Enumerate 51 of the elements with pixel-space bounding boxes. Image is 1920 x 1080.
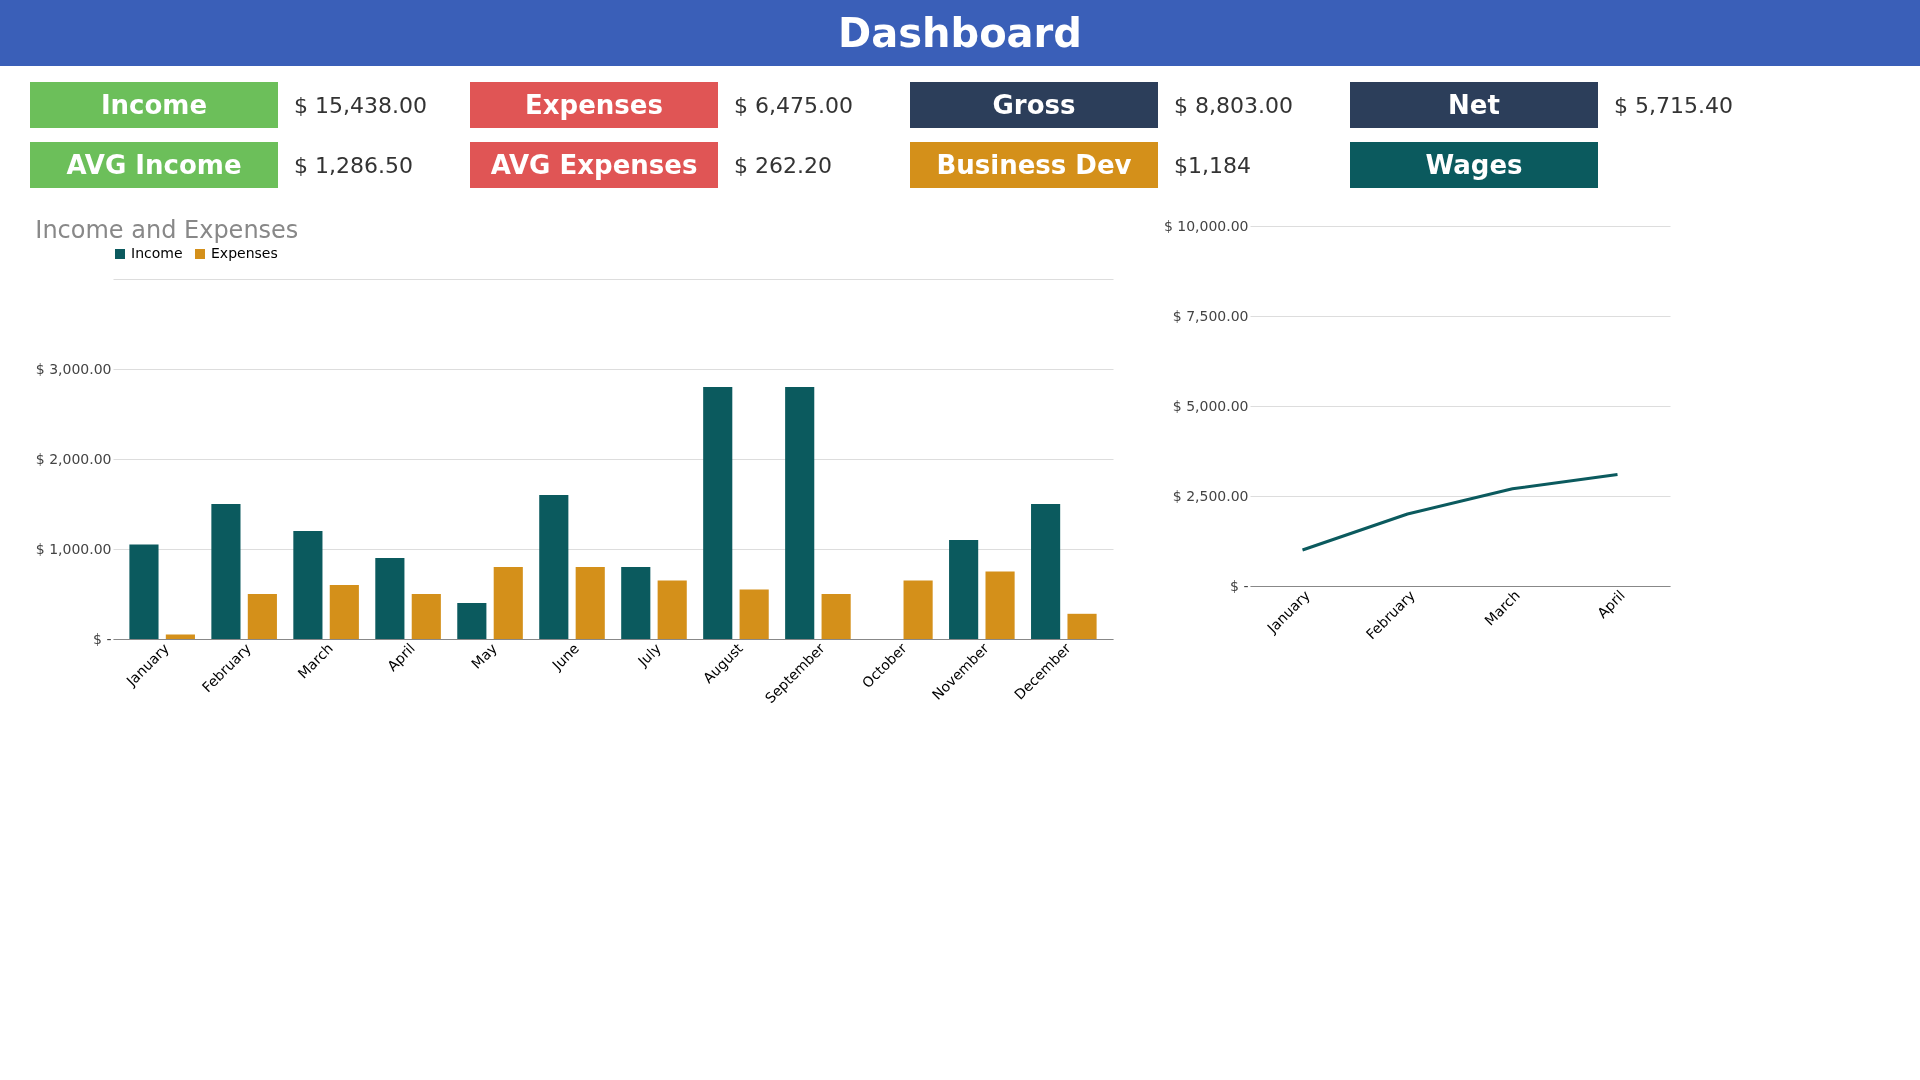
category-label: Wages (1350, 142, 1598, 188)
text: $ 8,803.00 (1174, 92, 1293, 118)
category-label: Business Dev (910, 142, 1158, 188)
bar (821, 594, 851, 639)
bar (129, 544, 159, 639)
bar (575, 567, 605, 639)
y-tick-label: $ 7,500.00 (1172, 307, 1249, 324)
category-label: AVG Income (30, 142, 278, 188)
bar (739, 589, 769, 639)
bar (211, 504, 241, 639)
text: $ 15,438.00 (294, 92, 427, 118)
bar (411, 594, 441, 639)
bar (375, 558, 405, 639)
bar (1067, 613, 1097, 639)
y-tick-label: $ - (1230, 577, 1249, 594)
bar (657, 580, 687, 639)
y-tick-label: $ 1,000.00 (35, 540, 112, 557)
bar (293, 531, 323, 639)
bar (703, 387, 733, 639)
bar (785, 387, 815, 639)
y-tick-label: $ 3,000.00 (35, 360, 112, 377)
bar (539, 495, 569, 639)
legend-label: Income (131, 245, 183, 261)
y-tick-label: $ 10,000.00 (1163, 217, 1249, 234)
bar (329, 585, 359, 639)
category-label: Expenses (470, 82, 718, 128)
category-label: Income (30, 82, 278, 128)
bar (247, 594, 277, 639)
y-tick-label: $ 2,500.00 (1172, 487, 1249, 504)
line-series (1301, 472, 1619, 552)
bar (493, 567, 523, 639)
text: $ 6,475.00 (734, 92, 853, 118)
bar (621, 567, 651, 639)
category-label: AVG Expenses (470, 142, 718, 188)
text: $ 1,286.50 (294, 152, 413, 178)
bar (903, 580, 933, 639)
category-label: Net (1350, 82, 1598, 128)
chart-title: Income and Expenses (35, 216, 299, 244)
text: Dashboard (0, 0, 1920, 66)
legend-label: Expenses (211, 245, 278, 261)
text: $1,184 (1174, 152, 1251, 178)
text: $ 262.20 (734, 152, 832, 178)
bar (985, 571, 1015, 639)
text: $ 5,715.40 (1614, 92, 1733, 118)
bar (949, 540, 979, 639)
y-tick-label: $ - (93, 630, 112, 647)
y-tick-label: $ 5,000.00 (1172, 397, 1249, 414)
y-tick-label: $ 2,000.00 (35, 450, 112, 467)
category-label: Gross (910, 82, 1158, 128)
bar (1031, 504, 1061, 639)
bar (457, 603, 487, 639)
